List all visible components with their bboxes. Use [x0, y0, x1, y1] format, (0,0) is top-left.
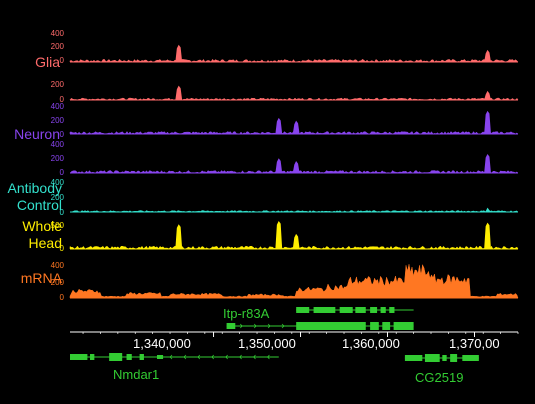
wholehead-tick-500: 500: [50, 221, 64, 230]
track-5-peak-3: [484, 222, 491, 250]
itp-r83a-isoform-a-exon-1: [313, 307, 336, 313]
nmdar1-strand-chevron: [253, 354, 256, 360]
cg2519-exon-3: [450, 354, 458, 362]
antibody-tick-200: 200: [50, 193, 64, 202]
gene-label-cg2519: CG2519: [415, 370, 464, 385]
nmdar1-exon-3: [126, 354, 132, 360]
glia2-tick-0: 0: [59, 95, 64, 104]
track-4-signal: [70, 210, 519, 213]
track-0-peak-1: [484, 49, 492, 63]
cg2519-exon-1: [424, 354, 440, 362]
cg2519-exon-0: [404, 355, 423, 361]
track-2-peak-0: [275, 117, 283, 135]
axis-tick-label-1360000: 1,360,000: [342, 336, 400, 351]
neuron-tick-0: 0: [59, 130, 64, 139]
wholehead-tick-0: 0: [59, 244, 64, 253]
itp-r83a-isoform-b-exon-3: [382, 322, 391, 330]
itp-r83a-isoform-b-exon-0: [226, 323, 236, 329]
nmdar1-strand-chevron: [197, 354, 201, 360]
track-0-peak-0: [175, 44, 183, 63]
mrna-tick-0: 0: [59, 293, 64, 302]
cg2519-exon-2: [442, 355, 447, 361]
nmdar1-exon-2: [109, 353, 123, 361]
itp-r83a-isoform-a-exon-4: [370, 307, 378, 313]
nmdar1-strand-chevron: [169, 354, 173, 360]
itp-r83a-strand-chevron: [253, 323, 257, 329]
axis-tick-label-1370000: 1,370,00: [449, 336, 500, 351]
track-0-signal: [69, 58, 519, 63]
itp-r83a-isoform-a-exon-5: [380, 307, 386, 313]
track-1-signal: [69, 97, 519, 101]
track-2-peak-2: [484, 110, 491, 135]
track-3-peak-1: [292, 161, 300, 174]
track-3-peak-0: [275, 158, 283, 174]
gene-label-itp-r83a: Itp-r83A: [223, 306, 270, 321]
gene-label-nmdar1: Nmdar1: [113, 367, 160, 382]
track-1-peak-1: [484, 90, 492, 101]
glia-tick-0: 0: [59, 56, 64, 65]
itp-r83a-strand-chevron: [281, 323, 285, 329]
track-label-antibody-control: Antibody Control: [7, 180, 62, 213]
itp-r83a-isoform-b-exon-4: [393, 322, 414, 330]
track-label-whole-head: Whole Head: [22, 218, 62, 251]
antibody-tick-400: 400: [50, 178, 64, 187]
nmdar1-strand-chevron: [239, 354, 242, 360]
neuron2-tick-200: 200: [50, 154, 64, 163]
nmdar1-exon-0: [70, 354, 88, 360]
itp-r83a-isoform-b-exon-1: [296, 322, 366, 330]
neuron2-tick-400: 400: [50, 140, 64, 149]
track-1-peak-0: [175, 85, 183, 101]
itp-r83a-strand-chevron: [239, 323, 243, 329]
nmdar1-strand-chevron: [183, 354, 187, 360]
itp-r83a-isoform-a-exon-2: [339, 307, 353, 313]
neuron-tick-200: 200: [50, 116, 64, 125]
track-6-signal: [69, 263, 519, 299]
cg2519-exon-4: [462, 355, 479, 361]
mrna-tick-400: 400: [50, 261, 64, 270]
track-5-peak-2: [292, 233, 300, 250]
track-5-peak-1: [275, 221, 283, 250]
track-label-glia: Glia: [35, 54, 60, 70]
track-4-peak-0: [484, 207, 492, 213]
nmdar1-strand-chevron: [225, 354, 228, 360]
itp-r83a-strand-chevron: [267, 323, 271, 329]
track-label-mrna: mRNA: [20, 270, 62, 286]
itp-r83a-isoform-a-exon-6: [389, 307, 395, 313]
neuron2-tick-0: 0: [59, 168, 64, 177]
itp-r83a-isoform-a-exon-3: [355, 307, 366, 313]
neuron-tick-400: 400: [50, 102, 64, 111]
nmdar1-strand-chevron: [266, 354, 270, 360]
itp-r83a-isoform-b-exon-2: [370, 322, 379, 330]
nmdar1-exon-1: [90, 354, 95, 360]
antibody-tick-0: 0: [59, 208, 64, 217]
mrna-tick-200: 200: [50, 278, 64, 287]
track-2-peak-1: [292, 120, 300, 135]
track-5-peak-0: [175, 224, 183, 250]
track-3-peak-2: [484, 154, 491, 174]
axis-tick-label-1340000: 1,340,000: [133, 336, 191, 351]
nmdar1-strand-chevron: [211, 354, 215, 360]
nmdar1-exon-5: [156, 355, 164, 359]
nmdar1-exon-4: [139, 354, 144, 360]
itp-r83a-isoform-a-exon-0: [296, 307, 310, 313]
glia-tick-200: 200: [50, 42, 64, 51]
glia-tick-400: 400: [50, 29, 64, 38]
axis-tick-label-1350000: 1,350,000: [238, 336, 296, 351]
glia2-tick-200: 200: [50, 80, 64, 89]
track-label-neuron: Neuron: [14, 126, 60, 142]
